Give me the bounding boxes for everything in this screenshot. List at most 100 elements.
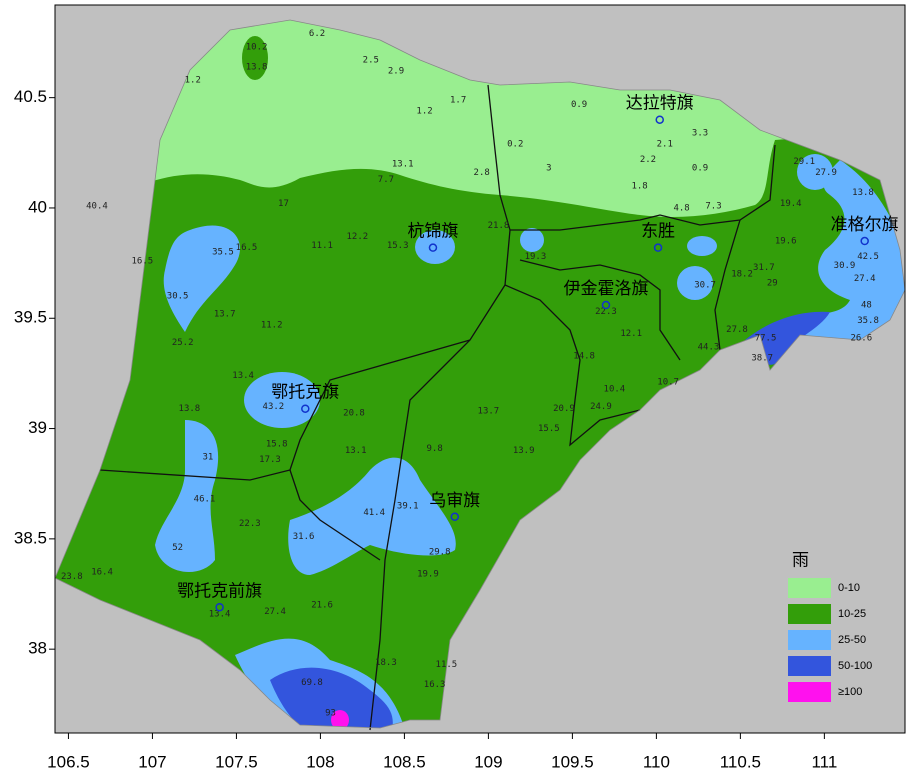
station-value: 30.9: [834, 261, 856, 271]
legend-label: 0-10: [838, 582, 860, 594]
zone-25-50: [155, 420, 219, 572]
station-value: 13.8: [179, 404, 201, 414]
station-value: 16.3: [424, 680, 446, 690]
station-value: 11.2: [261, 320, 283, 330]
station-value: 27.4: [854, 274, 876, 284]
boundary: [504, 284, 641, 447]
station-value: 31: [202, 453, 213, 463]
zone-25-50: [244, 372, 320, 428]
city-name: 伊金霍洛旗: [563, 279, 648, 299]
station-value: 15.8: [266, 440, 288, 450]
station-value: 29: [767, 278, 778, 288]
station-value: 10.7: [657, 378, 679, 388]
city-marker: [655, 115, 664, 124]
legend-swatch: [788, 656, 831, 676]
station-value: 15.3: [387, 241, 409, 251]
station-value: 9.8: [427, 444, 443, 454]
station-value: 13.4: [232, 371, 254, 381]
boundaries: [54, 19, 906, 731]
station-value: 18.3: [375, 658, 397, 668]
legend-title: 雨: [792, 550, 809, 569]
station-value: 30.7: [694, 281, 716, 291]
station-value: 11.5: [436, 660, 458, 670]
city-marker: [860, 236, 869, 246]
station-value: 52: [172, 543, 183, 553]
x-tick-label: 106.5: [47, 752, 90, 771]
x-tick-label: 109.5: [551, 752, 594, 771]
y-tick-label: 38: [28, 639, 47, 658]
city-name: 杭锦旗: [407, 222, 458, 242]
station-value: 13.4: [209, 609, 231, 619]
x-tick-label: 107.5: [215, 752, 258, 771]
station-value: 13.7: [478, 406, 500, 416]
zone-25-50: [163, 225, 240, 332]
legend-swatch: [788, 578, 831, 598]
station-value: 35.5: [212, 248, 234, 258]
station-value: 93: [325, 709, 336, 719]
station-value: 12.1: [620, 329, 642, 339]
boundary: [289, 469, 381, 561]
legend-label: ≥100: [838, 686, 862, 698]
station-value: 7.7: [378, 175, 394, 185]
city-name: 乌审旗: [429, 491, 480, 511]
y-tick-label: 38.5: [14, 528, 47, 547]
legend-label: 10-25: [838, 608, 866, 620]
station-value: 17: [278, 199, 289, 209]
zone-25-50: [520, 228, 544, 252]
station-value: 0.2: [507, 139, 523, 149]
station-value: 35.8: [857, 316, 879, 326]
x-tick-label: 108.5: [383, 752, 426, 771]
station-value: 21.8: [488, 221, 510, 231]
boundary: [714, 219, 741, 351]
boundary: [99, 339, 471, 481]
station-value: 27.4: [264, 607, 286, 617]
station-value: 2.1: [657, 139, 673, 149]
station-value: 19.9: [417, 570, 439, 580]
boundary: [369, 84, 511, 731]
zone-25-50: [687, 236, 717, 256]
x-tick-label: 110: [643, 752, 670, 771]
station-value: 1.8: [631, 181, 647, 191]
station-value: 13.1: [392, 159, 414, 169]
zone-25-50: [797, 154, 833, 190]
frame: [54, 4, 906, 734]
boundary: [510, 144, 776, 231]
station-value: 4.8: [673, 203, 689, 213]
station-value: 12.2: [347, 232, 369, 242]
station-value: 25.2: [172, 338, 194, 348]
station-value: 20.8: [343, 409, 365, 419]
x-tick-label: 108: [306, 752, 334, 771]
station-value: 15.5: [538, 424, 560, 434]
y-tick-label: 40.5: [14, 87, 47, 106]
legend-swatch: [788, 630, 831, 650]
station-value: 19.4: [780, 199, 802, 209]
station-value: 13.9: [513, 446, 535, 456]
station-value: 14.8: [573, 351, 595, 361]
station-value: 40.4: [86, 201, 108, 211]
y-tick-label: 39.5: [14, 308, 47, 327]
station-value: 26.6: [850, 334, 872, 344]
city-name: 准格尔旗: [831, 215, 899, 235]
x-tick-label: 109: [474, 752, 502, 771]
station-value: 29.1: [793, 157, 815, 167]
station-value: 10.4: [604, 384, 626, 394]
station-value: 2.8: [474, 168, 490, 178]
station-value: 39.1: [397, 501, 419, 511]
station-value: 27.8: [726, 325, 748, 335]
station-value: 2.2: [640, 155, 656, 165]
station-value: 29.8: [429, 548, 451, 558]
station-value: 13.8: [852, 188, 874, 198]
x-tick-label: 110.5: [720, 752, 761, 771]
station-value: 1.2: [416, 106, 432, 116]
y-tick-label: 40: [28, 197, 47, 216]
station-value: 0.9: [571, 100, 587, 110]
station-value: 22.3: [595, 307, 617, 317]
station-value: 48: [861, 301, 872, 311]
region-outline: [54, 19, 906, 729]
map-layer: 10.2 13.8 6.2 2.5 2.9 1.2 1.7 1.2 0.9 3.3 2.12.2 0.…: [61, 29, 899, 718]
y-tick-label: 39: [28, 418, 47, 437]
station-value: 30.5: [167, 292, 189, 302]
station-value: 38.7: [751, 353, 773, 363]
legend-label: 50-100: [838, 660, 872, 672]
